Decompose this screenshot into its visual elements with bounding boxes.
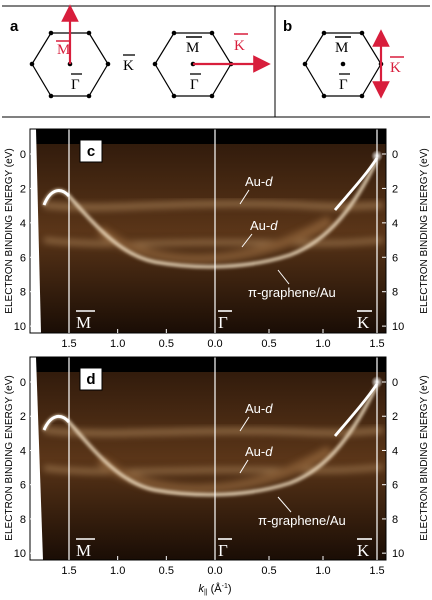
panel-c-y-tick-label-left: 2 [20, 183, 26, 195]
panel-d-y-tick-label-right: 4 [392, 445, 398, 457]
panel-d-y-tick-label-left: 0 [20, 377, 26, 389]
panel-d-left-y-title: ELECTRON BINDING ENERGY (eV) [4, 375, 15, 540]
panel-d-x-tick-label: 0.5 [159, 565, 174, 577]
panel-d-y-tick-label-left: 2 [20, 411, 26, 423]
brillouin-zone-hexagon-2: M K Γ [152, 30, 271, 99]
panel-c-x-tick-label: 1.0 [315, 338, 330, 350]
panel-d-y-tick-label-right: 2 [392, 411, 398, 423]
panel-c-right-y-title: ELECTRON BINDING ENERGY (eV) [419, 148, 430, 313]
panel-b-k-label: K [390, 60, 401, 76]
panel-c-x-tick-label: 0.5 [159, 338, 174, 350]
panel-c-pi-graphene-label: π-graphene/Au [248, 285, 336, 300]
panel-d-x-tick-label: 1.0 [315, 565, 330, 577]
hex1-k-label: K [123, 58, 134, 74]
panel-d-y-tick-label-left: 6 [20, 480, 26, 492]
panel-d-y-tick-label-right: 8 [392, 514, 398, 526]
panel-b-m-label: M [335, 40, 348, 56]
panel-c-m-point: M [76, 313, 91, 332]
x-axis-title: k|| (Å-1) [198, 582, 231, 596]
panel-d-y-tick-label-left: 10 [14, 548, 26, 560]
panel-c-y-tick-label-right: 2 [392, 183, 398, 195]
panel-b-gamma-label: Γ [339, 77, 348, 93]
panel-c-arpes-map: c Au-d Au-d π-graphene/Au M Γ K [29, 128, 387, 334]
hex2-gamma-label: Γ [190, 77, 199, 93]
brillouin-zone-hexagon-1: M K Γ [29, 4, 135, 99]
panel-c-k-point: K [357, 313, 370, 332]
hex1-m-label: M [57, 42, 70, 58]
panel-b-label: b [283, 18, 292, 35]
panel-d-y-tick-label-left: 8 [20, 514, 26, 526]
hex1-gamma-label: Γ [71, 77, 80, 93]
panel-d-x-tick-label: 1.0 [110, 565, 125, 577]
panel-c-y-tick-label-right: 6 [392, 252, 398, 264]
panel-c-x-tick-label: 1.0 [110, 338, 125, 350]
panel-d-m-point: M [76, 541, 91, 560]
panel-c-y-tick-label-left: 6 [20, 252, 26, 264]
panel-d-x-tick-label: 1.5 [369, 565, 384, 577]
panel-c-x-tick-label: 0.5 [261, 338, 276, 350]
panel-d-label: d [86, 371, 95, 388]
panel-c-y-tick-label-left: 10 [14, 321, 26, 333]
panel-a-label: a [10, 18, 19, 35]
panel-c-x-tick-label: 0.0 [207, 338, 222, 350]
panel-c-label: c [87, 143, 95, 160]
panel-c-x-tick-label: 1.5 [61, 338, 76, 350]
panel-c-y-tick-label-right: 4 [392, 218, 398, 230]
panel-d-y-tick-label-right: 10 [392, 548, 404, 560]
panel-c-left-y-title: ELECTRON BINDING ENERGY (eV) [4, 148, 15, 313]
panel-b-brillouin-diagram: b M K Γ [283, 18, 404, 99]
panel-c-y-tick-label-right: 8 [392, 287, 398, 299]
panel-c-au-d-lower: Au-d [250, 218, 278, 233]
panel-d-y-tick-label-left: 4 [20, 445, 26, 457]
panel-d-pi-graphene-label: π-graphene/Au [258, 513, 346, 528]
panel-c-y-tick-label-left: 4 [20, 218, 26, 230]
panel-d-x-tick-label: 1.5 [61, 565, 76, 577]
panel-d-x-tick-label: 0.0 [207, 565, 222, 577]
panel-d-arpes-map: d Au-d Au-d π-graphene/Au M Γ K [29, 356, 387, 561]
panel-d-gamma-point: Γ [218, 541, 228, 560]
panel-d-y-tick-label-right: 6 [392, 480, 398, 492]
panel-c-y-tick-label-right: 10 [392, 321, 404, 333]
panel-c-x-tick-label: 1.5 [369, 338, 384, 350]
panel-c-gamma-point: Γ [218, 313, 228, 332]
hex2-k-label: K [234, 38, 245, 54]
panel-d-right-y-title: ELECTRON BINDING ENERGY (eV) [419, 375, 430, 540]
panel-a-brillouin-diagrams: a M K Γ M [10, 4, 271, 99]
panel-d-au-d-upper: Au-d [245, 401, 273, 416]
panel-c-au-d-upper: Au-d [245, 174, 273, 189]
hex2-m-label: M [186, 40, 199, 56]
panel-d-y-tick-label-right: 0 [392, 377, 398, 389]
panel-c-y-tick-label-right: 0 [392, 149, 398, 161]
panel-d-x-tick-label: 0.5 [261, 565, 276, 577]
panel-d-k-point: K [357, 541, 370, 560]
panel-c-y-tick-label-left: 8 [20, 287, 26, 299]
panel-d-au-d-lower: Au-d [245, 444, 273, 459]
panel-c-y-tick-label-left: 0 [20, 149, 26, 161]
axes-layer: 0 0 2 2 4 4 6 6 8 8 10 10 1.5 1.0 0.5 0.0 0.5 1.0 1.5 0 0 2 2 4… [14, 149, 405, 577]
